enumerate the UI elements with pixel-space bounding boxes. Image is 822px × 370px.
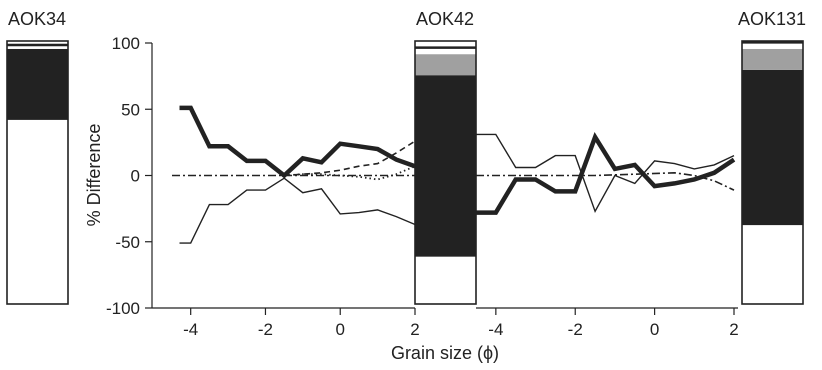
bar-segment (742, 69, 803, 226)
bar-outline (741, 40, 804, 305)
x-axis-label: Grain size (ϕ) (391, 343, 499, 363)
bar-segment (415, 48, 476, 55)
x-tick-label: 2 (410, 320, 419, 339)
bar-segment (7, 119, 68, 305)
bar-segment (742, 48, 803, 70)
x-tick-label: -2 (568, 320, 583, 339)
y-tick-label: -50 (115, 233, 140, 252)
bar-segment (7, 48, 68, 120)
y-axis-label: % Difference (84, 124, 104, 227)
bar-title: AOK131 (738, 9, 806, 29)
bar-segment (415, 46, 476, 49)
series-line-thick (179, 105, 416, 179)
bar-segment (415, 256, 476, 304)
bar-segment (742, 225, 803, 304)
y-tick-label: 100 (112, 34, 140, 53)
x-tick-label: 0 (650, 320, 659, 339)
ticks: -100 -50 0 50 100 -4 -2 0 2 -4 -2 0 2 (106, 34, 739, 339)
y-tick-label: 50 (121, 100, 140, 119)
x-tick-label: 2 (729, 320, 738, 339)
y-tick-label: 0 (131, 167, 140, 186)
bar-segment (415, 75, 476, 257)
bar-segment (7, 46, 68, 49)
bar-outline (6, 40, 69, 305)
y-tick-label: -100 (106, 299, 140, 318)
series-line-dashed (284, 140, 416, 177)
series-line-thick (476, 131, 736, 215)
bar-segment (7, 41, 68, 44)
x-tick-label: -4 (183, 320, 198, 339)
x-tick-label: 0 (335, 320, 344, 339)
bar-segment (7, 43, 68, 47)
stacked-bars: AOK34 AOK42 AOK131 (6, 9, 806, 305)
series-line-thin (179, 177, 416, 244)
bar-segment (742, 41, 803, 44)
x-tick-label: -4 (488, 320, 503, 339)
x-tick-label: -2 (258, 320, 273, 339)
bar-outline (414, 40, 477, 305)
bar-segment (415, 41, 476, 47)
bar-segment (742, 43, 803, 49)
series-line-dashdot (476, 171, 735, 191)
bar-title: AOK42 (416, 9, 474, 29)
bar-title: AOK34 (8, 9, 66, 29)
series-line-thin (476, 133, 735, 213)
series (172, 105, 736, 244)
bar-segment (415, 54, 476, 76)
